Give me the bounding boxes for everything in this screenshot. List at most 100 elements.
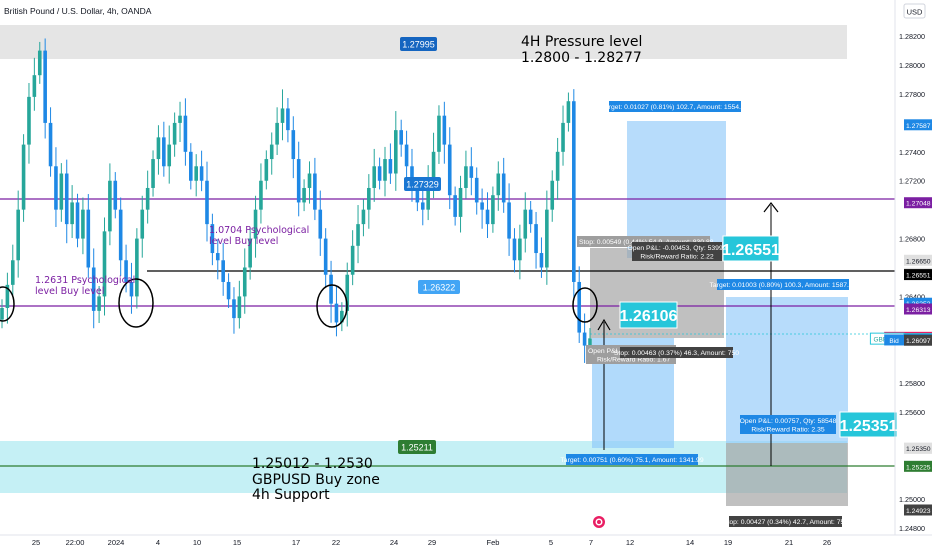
- callout-126106: 1.26106: [620, 308, 678, 325]
- target-box-top: [627, 121, 726, 258]
- callout-125351-bg: [839, 411, 898, 438]
- currency-box[interactable]: [903, 3, 926, 19]
- x-ticks: 25 22:00 2024 4 10 15 17 22 24 29 Feb 5 7 12 14 19 21 26: [32, 538, 831, 547]
- tag-127329: 1.27329: [406, 180, 439, 190]
- candle-body: [221, 260, 225, 282]
- price-badge-bg: [904, 504, 932, 516]
- pressure-title: 4H Pressure level: [521, 34, 642, 50]
- candle-body: [145, 187, 150, 210]
- candle-body: [21, 144, 26, 210]
- stop-low-bg: [729, 516, 842, 527]
- callout-126551: 1.26551: [722, 242, 780, 259]
- y-tick-label: 1.27400: [899, 148, 925, 157]
- candle-body: [291, 130, 296, 160]
- candle-body: [367, 187, 371, 210]
- price-axis[interactable]: USD 1.282001.280001.278001.274001.272001…: [869, 0, 932, 535]
- candle-body: [269, 144, 274, 160]
- price-badge-bg: [904, 460, 932, 472]
- callouts-layer: 1.26551 1.26106 1.25351: [619, 235, 898, 438]
- candle-body: [108, 180, 112, 232]
- tag-127995: 1.27995: [402, 40, 435, 50]
- psych-mid-line2: level Buy level: [209, 236, 278, 247]
- candle-body: [86, 209, 91, 268]
- y-tick-label: 1.27800: [899, 90, 925, 99]
- candle-body: [539, 253, 544, 268]
- x-tick-label: 5: [549, 538, 553, 547]
- candle-body: [70, 202, 74, 225]
- candle-body: [340, 310, 344, 323]
- price-badge-bg: [904, 254, 932, 266]
- stop-low-text: Stop: 0.00427 (0.34%) 42.7, Amount: 750: [723, 519, 848, 526]
- price-badge-bg: [904, 197, 932, 209]
- candle-body: [81, 209, 85, 239]
- buyzone-range: 1.25012 - 1.2530: [252, 456, 373, 472]
- x-tick-label: 7: [589, 538, 593, 547]
- candle-body: [350, 245, 355, 275]
- open-pl-3-bg: [740, 415, 836, 434]
- candle-body: [302, 187, 306, 203]
- x-tick-label: Feb: [487, 538, 500, 547]
- candle-body: [10, 260, 15, 285]
- price-badge-prefix-bg: [884, 334, 904, 346]
- candle-body: [194, 166, 199, 181]
- candle-body: [296, 159, 301, 203]
- candle-body: [420, 202, 425, 210]
- candle-body: [431, 151, 436, 181]
- y-badges: 1.275871.270481.266501.265601.265511.263…: [869, 119, 932, 516]
- candle-body: [248, 238, 252, 268]
- target-mid-text: Target: 0.01003 (0.80%) 100.3, Amount: 1…: [710, 282, 857, 289]
- y-tick-label: 1.26800: [899, 235, 925, 244]
- candle-body: [534, 224, 538, 254]
- x-tick-label: 25: [32, 538, 40, 547]
- stop-mid-bg: [620, 347, 733, 358]
- x-tick-label: 15: [233, 538, 241, 547]
- y-tick-label: 1.28000: [899, 61, 925, 70]
- price-badge-bg: [904, 442, 932, 454]
- event-icon[interactable]: [593, 516, 605, 528]
- price-badge-bg: [904, 334, 932, 346]
- candle-body: [528, 209, 533, 225]
- price-badge: 1.26313: [906, 307, 931, 314]
- price-badge-bg: [904, 303, 932, 315]
- open-pl-1-line1: Open P&L: -0.00453, Qty: 53999: [628, 245, 727, 252]
- candle-body: [178, 115, 182, 123]
- candle-body: [572, 101, 576, 282]
- stop-box-low: [726, 443, 848, 506]
- candle-body: [97, 296, 101, 311]
- candle-body: [496, 173, 501, 196]
- price-badge: 1.26551: [906, 273, 931, 280]
- candle-body: [113, 180, 118, 210]
- candle-body: [318, 209, 323, 239]
- buyzone-support: 4h Support: [252, 487, 330, 503]
- candle-body: [205, 180, 209, 225]
- candle-body: [356, 224, 360, 246]
- y-tick-label: 1.28200: [899, 32, 925, 41]
- candle-body: [156, 137, 161, 160]
- psych-left-line2: level Buy level: [35, 286, 104, 297]
- candle-body: [404, 144, 409, 167]
- candle-body: [183, 115, 188, 152]
- y-tick-label: 1.25800: [899, 379, 925, 388]
- arrow-upper-head-icon: [763, 202, 779, 213]
- candle-body: [118, 209, 123, 261]
- candle-body: [582, 332, 587, 346]
- time-axis[interactable]: 25 22:00 2024 4 10 15 17 22 24 29 Feb 5 7 12 14 19 21 26: [0, 534, 932, 547]
- candle-body: [237, 296, 242, 319]
- tag-127329-bg: [404, 177, 441, 191]
- candle-body: [264, 159, 269, 181]
- target-mid-bg: [717, 279, 849, 290]
- candle-body: [372, 166, 377, 188]
- candle-body: [140, 209, 145, 239]
- candle-body: [447, 144, 452, 196]
- candle-body: [313, 173, 317, 210]
- symbol-title: British Pound / U.S. Dollar, 4h, OANDA: [4, 6, 152, 16]
- tag-126322: 1.26322: [423, 283, 456, 293]
- price-badge: 1.26650: [906, 258, 931, 265]
- candle-body: [415, 187, 420, 203]
- position-boxes-layer: [590, 121, 848, 506]
- candle-body: [480, 202, 484, 210]
- x-tick-label: 14: [686, 538, 694, 547]
- y-tick-label: 1.25600: [899, 408, 925, 417]
- candle-body: [345, 274, 350, 311]
